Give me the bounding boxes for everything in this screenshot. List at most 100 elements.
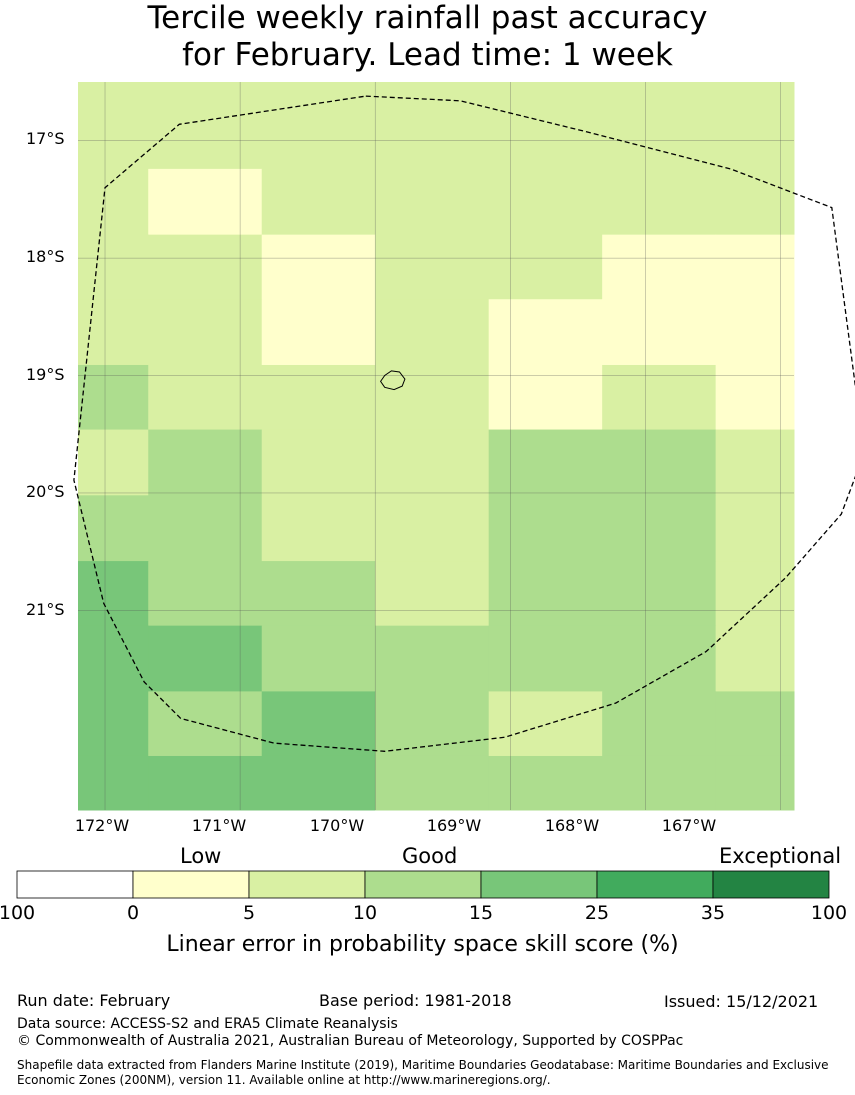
category-low: Low	[180, 844, 222, 868]
colorbar-tick-6: 35	[700, 902, 726, 924]
skill-cell	[488, 234, 603, 300]
colorbar-tick-4: 15	[468, 902, 494, 924]
colorbar-segment	[132, 870, 250, 899]
skill-cell	[261, 364, 376, 431]
skill-cell	[715, 429, 795, 496]
run-date: Run date: February	[17, 991, 171, 1010]
skill-cell	[715, 625, 795, 692]
skill-cell	[375, 755, 490, 811]
lon-label-169w: 169°W	[426, 816, 482, 835]
colorbar-tick-1: 0	[126, 902, 140, 924]
skill-cell	[261, 691, 376, 757]
skill-cell	[261, 234, 376, 300]
copyright: © Commonwealth of Australia 2021, Austra…	[17, 1033, 684, 1049]
colorbar-tick-7: 100	[810, 902, 848, 924]
skill-cell	[488, 625, 603, 692]
skill-cell	[488, 299, 603, 366]
skill-cell	[602, 168, 717, 236]
skill-cell	[78, 234, 149, 300]
skill-cell	[148, 429, 263, 496]
island-outline	[379, 370, 406, 391]
skill-cell	[375, 234, 490, 300]
skill-cell	[148, 299, 263, 366]
skill-cell	[375, 429, 490, 496]
skill-cell	[78, 364, 149, 431]
lat-label-18s: 18°S	[26, 247, 65, 266]
skill-cell	[375, 495, 490, 562]
skill-cell	[78, 429, 149, 496]
skill-cell	[148, 364, 263, 431]
skill-cell	[375, 299, 490, 366]
skill-cell	[148, 561, 263, 627]
skill-cell	[602, 691, 717, 757]
lat-label-19s: 19°S	[26, 365, 65, 384]
lat-label-20s: 20°S	[26, 482, 65, 501]
colorbar-tick-5: 25	[584, 902, 610, 924]
skill-cell	[602, 234, 717, 300]
skill-cell	[148, 625, 263, 692]
skill-cell	[148, 168, 263, 236]
skill-cell	[261, 755, 376, 811]
skill-grid-cells	[78, 82, 795, 811]
skill-cell	[602, 625, 717, 692]
skill-cell	[78, 168, 149, 236]
skill-cell	[715, 82, 795, 170]
chart-title: Tercile weekly rainfall past accuracy fo…	[0, 0, 855, 74]
colorbar-segment	[16, 870, 134, 899]
issued-date: Issued: 15/12/2021	[664, 992, 819, 1011]
skill-cell	[715, 168, 795, 236]
skill-cell	[488, 495, 603, 562]
skill-cell	[78, 495, 149, 562]
shapefile-credit-line-1: Shapefile data extracted from Flanders M…	[17, 1058, 829, 1072]
colorbar-tick-0: 100	[0, 902, 36, 924]
title-line-1: Tercile weekly rainfall past accuracy	[147, 0, 708, 36]
skill-cell	[602, 561, 717, 627]
skill-cell	[488, 168, 603, 236]
skill-cell	[375, 168, 490, 236]
lon-label-172w: 172°W	[74, 816, 130, 835]
skill-cell	[488, 755, 603, 811]
skill-cell	[261, 168, 376, 236]
colorbar-tick-2: 5	[242, 902, 256, 924]
skill-cell	[148, 82, 263, 170]
base-period: Base period: 1981-2018	[319, 991, 512, 1010]
lon-label-167w: 167°W	[661, 816, 717, 835]
skill-cell	[488, 82, 603, 170]
lon-label-168w: 168°W	[544, 816, 600, 835]
lon-label-170w: 170°W	[309, 816, 365, 835]
graticule	[78, 82, 794, 810]
lat-label-21s: 21°S	[26, 600, 65, 619]
colorbar-segment	[248, 870, 366, 899]
skill-cell	[715, 364, 795, 431]
skill-cell	[715, 495, 795, 562]
skill-cell	[488, 561, 603, 627]
skill-cell	[148, 234, 263, 300]
category-good: Good	[402, 844, 458, 868]
colorbar-segment	[712, 870, 830, 899]
title-line-2: for February. Lead time: 1 week	[182, 37, 673, 73]
skill-cell	[715, 234, 795, 300]
skill-cell	[78, 755, 149, 811]
skill-cell	[78, 82, 149, 170]
skill-cell	[602, 429, 717, 496]
skill-cell	[715, 299, 795, 366]
skill-cell	[602, 755, 717, 811]
lat-label-17s: 17°S	[26, 129, 65, 148]
skill-cell	[602, 495, 717, 562]
skill-cell	[488, 364, 603, 431]
colorbar-segment	[596, 870, 714, 899]
colorbar	[16, 870, 830, 899]
skill-cell	[148, 691, 263, 757]
skill-cell	[261, 495, 376, 562]
skill-cell	[602, 299, 717, 366]
skill-cell	[78, 625, 149, 692]
category-exceptional: Exceptional	[719, 844, 842, 868]
shapefile-credit-line-2: Economic Zones (200NM), version 11. Avai…	[17, 1073, 551, 1087]
skill-cell	[261, 429, 376, 496]
data-source: Data source: ACCESS-S2 and ERA5 Climate …	[17, 1016, 398, 1032]
skill-cell	[261, 299, 376, 366]
skill-cell	[375, 691, 490, 757]
skill-cell	[602, 82, 717, 170]
skill-cell	[375, 82, 490, 170]
